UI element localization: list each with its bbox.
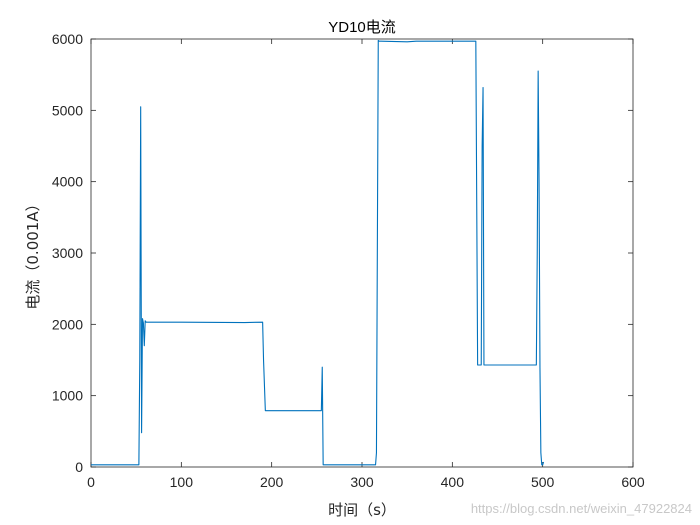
- series-line: [91, 39, 545, 466]
- x-tick-label: 500: [531, 474, 555, 490]
- y-tick-label: 2000: [52, 316, 83, 332]
- y-axis-label: 电流（0.001A）: [24, 196, 42, 309]
- x-tick-label: 300: [350, 474, 374, 490]
- x-axis-label: 时间（s）: [328, 501, 396, 519]
- watermark-text: https://blog.csdn.net/weixin_47922824: [471, 501, 692, 516]
- x-tick-label: 200: [260, 474, 284, 490]
- y-tick-label: 0: [75, 459, 83, 475]
- x-tick-label: 100: [170, 474, 194, 490]
- y-tick-label: 5000: [52, 102, 83, 118]
- x-tick-label: 400: [441, 474, 465, 490]
- plot-area: [90, 38, 634, 468]
- axis-ticks: 0 100 200 300 400 500 600010002000300040005000…: [52, 31, 645, 490]
- y-tick-label: 4000: [52, 174, 83, 190]
- y-tick-label: 3000: [52, 245, 83, 261]
- x-tick-label: 0: [87, 474, 95, 490]
- x-tick-label: 600: [621, 474, 645, 490]
- chart-title: YD10电流: [328, 19, 396, 36]
- y-tick-label: 1000: [52, 388, 83, 404]
- y-tick-label: 6000: [52, 31, 83, 47]
